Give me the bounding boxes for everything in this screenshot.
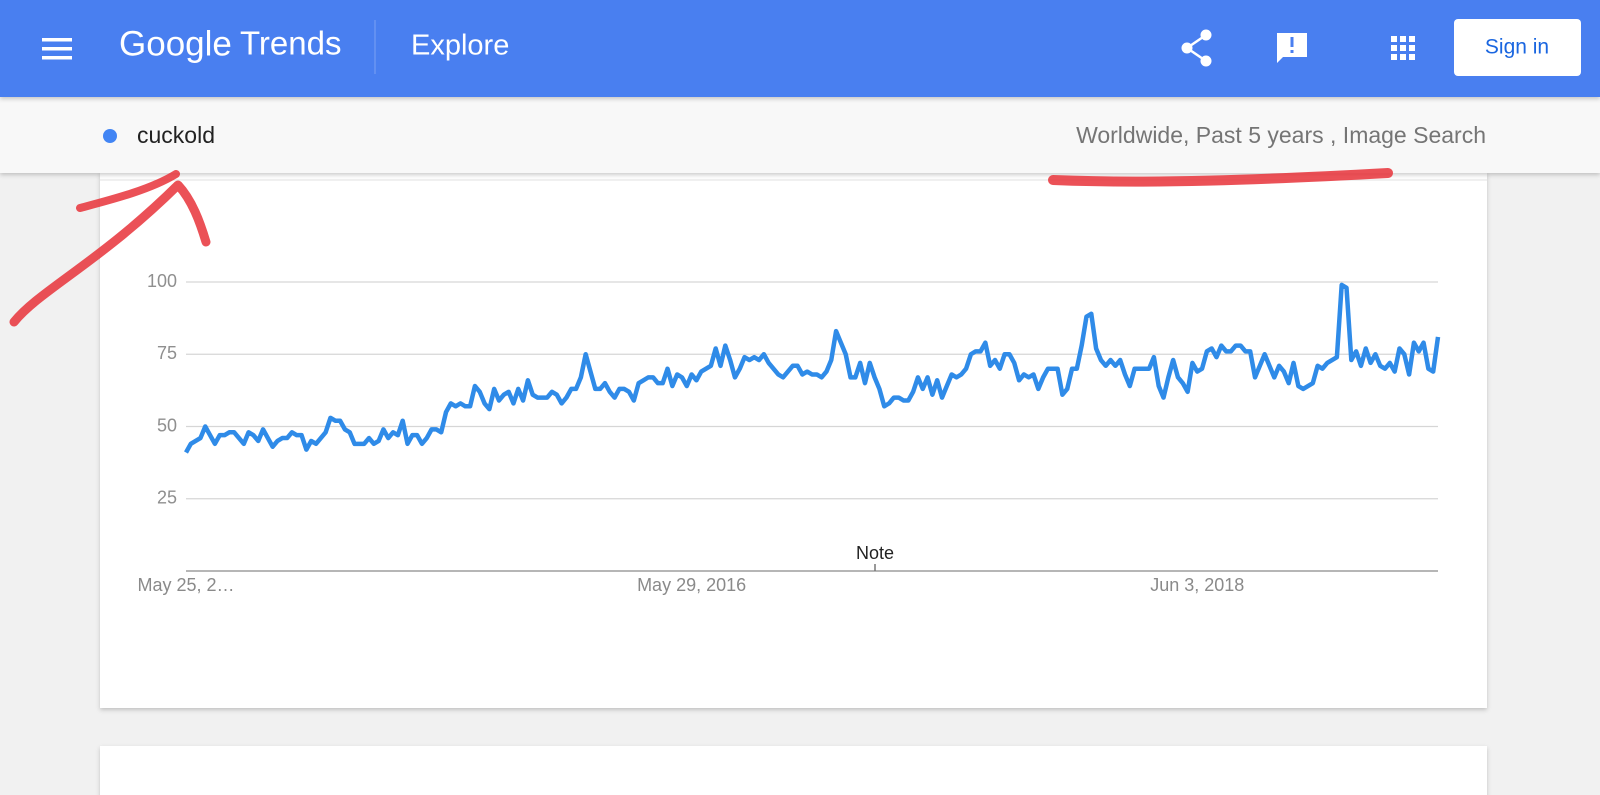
sign-in-label[interactable]: Sign in <box>1485 36 1549 59</box>
x-tick-label: May 29, 2016 <box>637 575 746 595</box>
y-tick-label: 100 <box>147 271 177 291</box>
query-filters[interactable]: Worldwide, Past 5 years , Image Search <box>1076 122 1486 148</box>
chart: 25 50 75 100 May 25, 2… May 29, 2016 Jun 3, 20… <box>137 271 1441 595</box>
query-term[interactable]: cuckold <box>137 122 215 148</box>
feedback-button[interactable] <box>1277 33 1307 63</box>
logo[interactable]: Google <box>119 24 232 63</box>
menu-button[interactable] <box>42 38 72 60</box>
app-bar <box>0 0 1600 97</box>
y-tick-label: 50 <box>157 415 177 435</box>
chart-card <box>100 172 1487 708</box>
y-tick-label: 75 <box>157 343 177 363</box>
y-tick-label: 25 <box>157 488 177 508</box>
trend-line <box>184 282 1441 454</box>
annotation-marks <box>9 168 1393 327</box>
query-dot <box>103 129 117 143</box>
share-button[interactable] <box>1181 29 1212 67</box>
query-bar <box>0 97 1600 173</box>
x-tick-label: Jun 3, 2018 <box>1150 575 1244 595</box>
x-tick-label: May 25, 2… <box>137 575 234 595</box>
sign-in-button[interactable] <box>1454 19 1581 76</box>
page-name: Explore <box>411 30 509 62</box>
apps-button[interactable] <box>1391 36 1415 60</box>
product-name[interactable]: Trends <box>240 25 341 62</box>
next-card <box>100 746 1487 795</box>
note-label: Note <box>856 543 894 563</box>
